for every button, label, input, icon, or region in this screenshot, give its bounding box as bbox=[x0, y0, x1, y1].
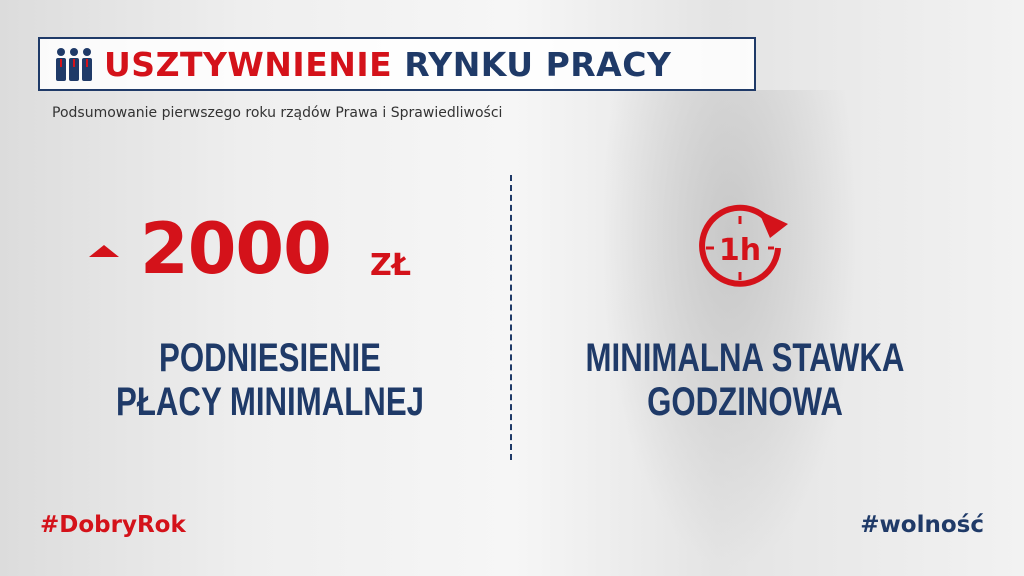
page-title: USZTYWNIENIE RYNKU PRACY bbox=[104, 45, 671, 84]
wage-unit: ZŁ bbox=[370, 248, 412, 283]
right-label-line1: MINIMALNA STAWKA bbox=[585, 336, 905, 380]
hashtag-wolnosc: #wolność bbox=[860, 512, 984, 538]
background-photo bbox=[600, 90, 860, 570]
clock-rotate-icon: 1h bbox=[699, 204, 788, 287]
right-label-line2: GODZINOWA bbox=[647, 380, 843, 424]
arrow-up-icon bbox=[89, 245, 119, 257]
clock-text: 1h bbox=[719, 233, 761, 268]
people-group-icon bbox=[56, 48, 92, 81]
divider bbox=[510, 175, 512, 460]
title-navy: RYNKU PRACY bbox=[404, 44, 672, 84]
left-label: PODNIESIENIE PŁACY MINIMALNEJ bbox=[106, 336, 434, 424]
hashtag-dobryrok: #DobryRok bbox=[40, 512, 186, 538]
right-label: MINIMALNA STAWKA GODZINOWA bbox=[573, 336, 916, 424]
left-label-line1: PODNIESIENIE bbox=[159, 336, 381, 380]
title-red: USZTYWNIENIE bbox=[104, 44, 393, 84]
title-box: USZTYWNIENIE RYNKU PRACY bbox=[38, 37, 756, 91]
wage-value: 2000 bbox=[140, 208, 332, 290]
left-label-line2: PŁACY MINIMALNEJ bbox=[116, 380, 424, 424]
subtitle: Podsumowanie pierwszego roku rządów Praw… bbox=[52, 105, 503, 121]
